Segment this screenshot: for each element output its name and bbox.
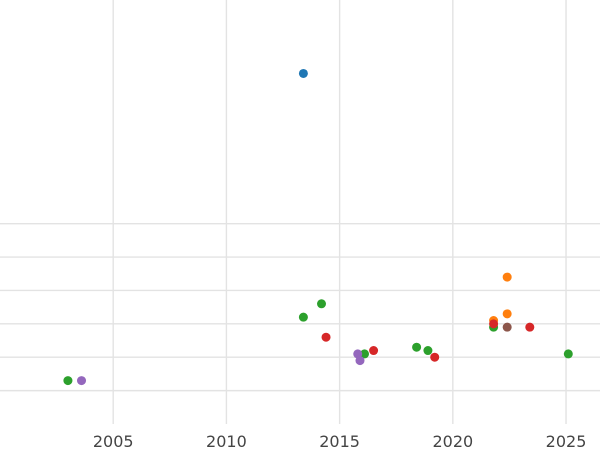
data-point-s3-8	[563, 349, 573, 359]
data-point-s3-5	[412, 342, 422, 352]
data-point-s3-1	[63, 376, 73, 386]
data-point-s2-1	[502, 272, 512, 282]
x-tick-label-2005: 2005	[93, 432, 134, 450]
data-point-s3-2	[298, 312, 308, 322]
data-point-s4-3	[430, 352, 440, 362]
data-point-s3-6	[423, 346, 433, 356]
data-point-s4-2	[369, 346, 379, 356]
x-tick-label-2020: 2020	[432, 432, 473, 450]
data-point-s4-4	[489, 319, 499, 329]
grid	[0, 0, 600, 424]
data-point-s4-1	[321, 332, 331, 342]
data-point-s2-2	[502, 309, 512, 319]
data-point-s4-5	[525, 322, 535, 332]
data-point-s1-1	[298, 68, 308, 78]
x-tick-label-2015: 2015	[319, 432, 360, 450]
x-tick-label-2025: 2025	[546, 432, 587, 450]
data-point-s5-3	[355, 356, 365, 366]
data-point-s3-3	[317, 299, 327, 309]
data-point-s5-1	[77, 376, 87, 386]
x-tick-label-2010: 2010	[206, 432, 247, 450]
data-point-s3-4	[360, 349, 370, 359]
data-point-s6-1	[502, 322, 512, 332]
data-points	[63, 68, 573, 386]
x-axis-ticks: 2005 2010 2015 2020 2025	[93, 432, 587, 450]
